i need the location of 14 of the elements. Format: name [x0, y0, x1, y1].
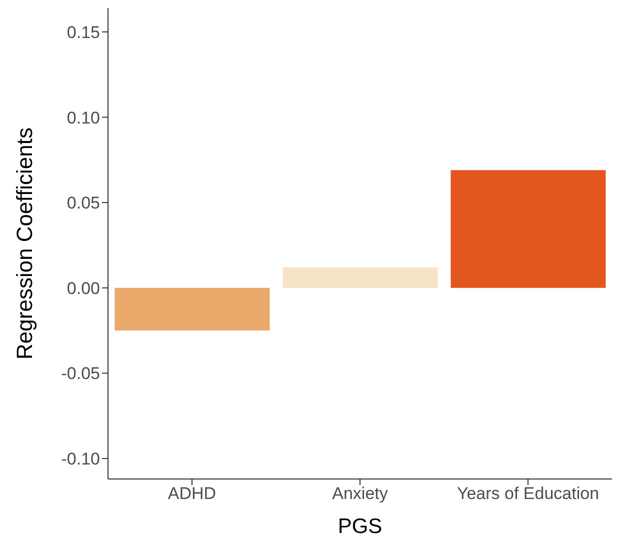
bar: [114, 288, 270, 331]
y-tick-label: 0.10: [66, 108, 100, 128]
x-tick-label: ADHD: [168, 484, 216, 504]
x-axis-title: PGS: [338, 515, 382, 538]
y-tick-label: 0.00: [66, 278, 100, 298]
y-tick-label: -0.05: [61, 364, 100, 384]
bar: [282, 267, 438, 288]
bar: [450, 170, 606, 288]
y-tick-label: 0.05: [66, 194, 100, 213]
x-tick-label: Anxiety: [332, 484, 388, 504]
y-axis-title: Regression Coefficients: [12, 128, 37, 360]
y-tick-label: -0.10: [61, 450, 100, 469]
y-tick-label: 0.15: [66, 22, 100, 42]
x-tick-label: Years of Education: [456, 484, 600, 504]
